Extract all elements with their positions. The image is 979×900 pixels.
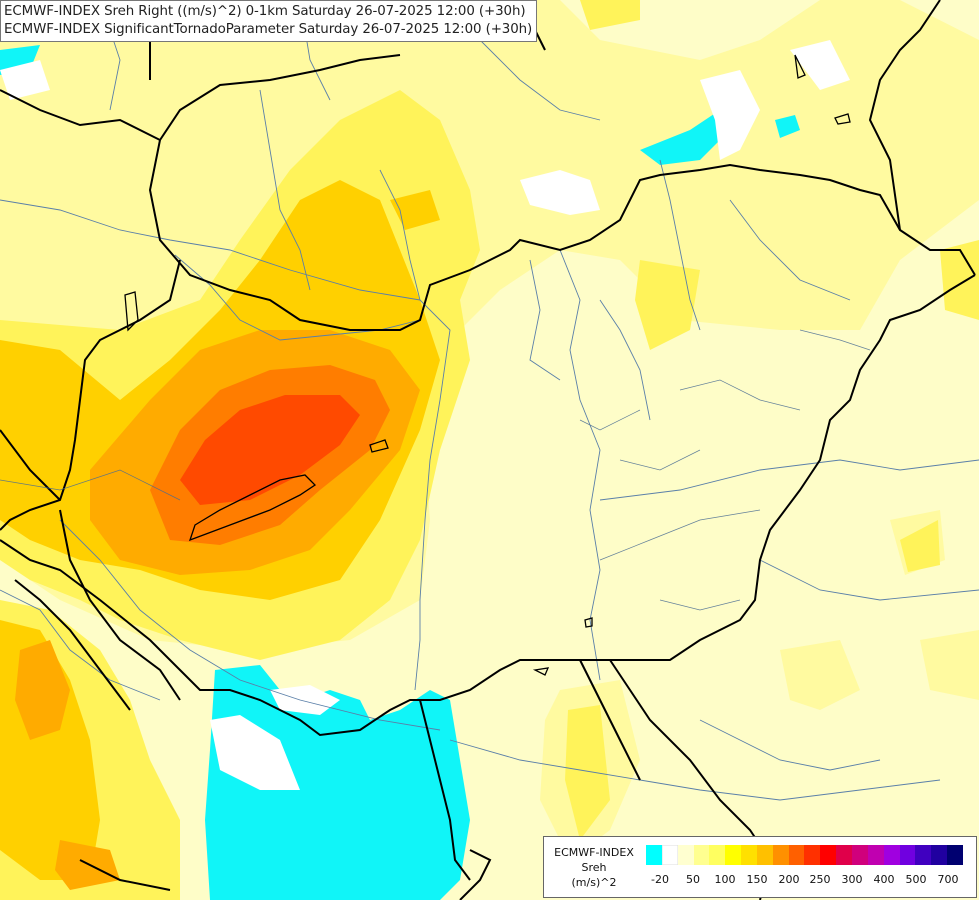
legend-swatch [947, 845, 963, 865]
legend-swatch [646, 845, 662, 865]
color-legend: ECMWF-INDEX Sreh (m/s)^2 -20 50 100 150 200 2… [543, 836, 977, 898]
legend-tick-label: 300 [841, 873, 863, 886]
legend-tick-label: 150 [746, 873, 768, 886]
legend-swatch [741, 845, 757, 865]
title-line-2: ECMWF-INDEX SignificantTornadoParameter … [4, 22, 533, 37]
legend-swatch [931, 845, 948, 865]
legend-tick-label: 100 [714, 873, 736, 886]
legend-swatch [867, 845, 884, 865]
legend-swatch [899, 845, 916, 865]
legend-swatch [709, 845, 726, 865]
legend-swatch [788, 845, 805, 865]
legend-tick-label: 200 [778, 873, 800, 886]
legend-swatch [915, 845, 932, 865]
legend-swatch [693, 845, 710, 865]
legend-swatch [725, 845, 742, 865]
legend-tick-label: 400 [873, 873, 895, 886]
legend-tick-label: -20 [651, 873, 669, 886]
legend-swatch [820, 845, 837, 865]
legend-swatch [677, 845, 694, 865]
legend-title-line-2: Sreh [581, 861, 607, 874]
legend-swatch [756, 845, 773, 865]
legend-ticks: -20 50 100 150 200 250 300 400 500 700 [646, 873, 976, 889]
title-line-1: ECMWF-INDEX Sreh Right ((m/s)^2) 0-1km S… [4, 4, 526, 19]
legend-title-line-3: (m/s)^2 [571, 876, 617, 889]
legend-tick-label: 50 [686, 873, 700, 886]
legend-swatch [851, 845, 868, 865]
legend-swatch [883, 845, 900, 865]
lakes [124, 54, 851, 676]
legend-tick-label: 250 [809, 873, 831, 886]
legend-swatch [772, 845, 789, 865]
legend-title: ECMWF-INDEX Sreh (m/s)^2 [546, 845, 642, 890]
sreh-contour-zero [0, 40, 850, 790]
legend-tick-label: 700 [937, 873, 959, 886]
legend-swatch [661, 845, 678, 865]
legend-swatch [836, 845, 852, 865]
rivers [0, 0, 979, 801]
admin-boundaries [0, 329, 871, 611]
legend-swatch [804, 845, 821, 865]
legend-title-line-1: ECMWF-INDEX [554, 846, 634, 859]
legend-swatches [646, 845, 963, 865]
map-title: ECMWF-INDEX Sreh Right ((m/s)^2) 0-1km S… [0, 0, 538, 42]
sreh-contour-300-400 [180, 395, 360, 505]
legend-tick-label: 500 [905, 873, 927, 886]
